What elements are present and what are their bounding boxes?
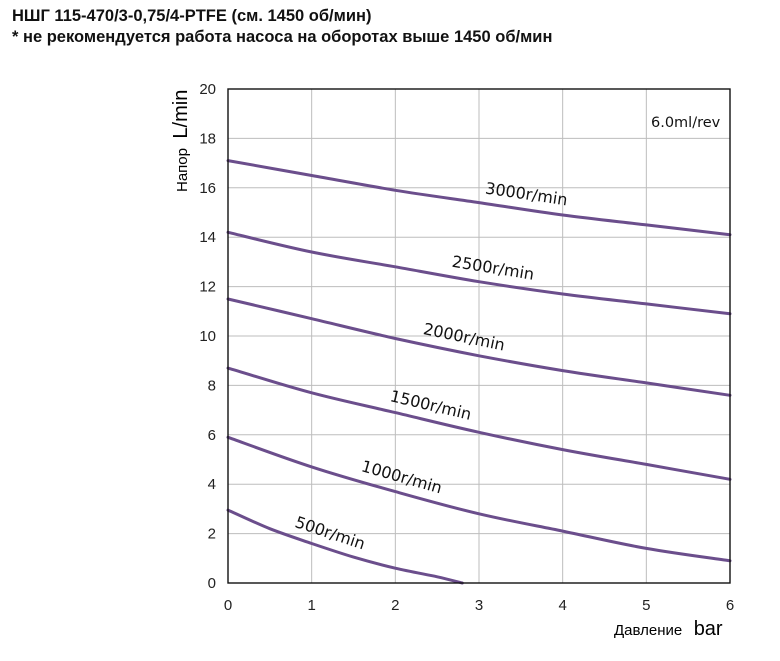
x-axis-label-unit: bar (694, 618, 723, 640)
series-line-500r-min (226, 508, 464, 585)
grid-lines (228, 89, 730, 583)
series-label: 500r/min (293, 512, 368, 553)
series-line-3000r-min (226, 159, 732, 237)
y-tick-label: 8 (208, 377, 216, 394)
y-tick-label: 18 (199, 130, 216, 147)
x-tick-label: 4 (558, 597, 566, 614)
plot-frame (227, 88, 731, 584)
series-line-1000r-min (226, 435, 732, 563)
chart-header: НШГ 115-470/3-0,75/4-PTFE (см. 1450 об/м… (12, 6, 552, 48)
x-tick-label: 1 (307, 597, 315, 614)
y-tick-label: 10 (199, 328, 216, 345)
y-axis-label-prefix: Напор (174, 148, 191, 192)
x-tick-label: 6 (726, 597, 734, 614)
x-tick-label: 5 (642, 597, 650, 614)
series-label: 2000r/min (422, 319, 507, 354)
y-tick-label: 0 (208, 575, 216, 592)
x-axis-label: Давление bar (614, 618, 723, 640)
chart-note: * не рекомендуется работа насоса на обор… (12, 28, 553, 46)
y-axis-label: Напор L/min (170, 90, 192, 192)
y-tick-label: 12 (199, 279, 216, 296)
y-tick-label: 6 (208, 427, 216, 444)
y-tick-label: 14 (199, 229, 216, 246)
y-axis-label-unit: L/min (170, 90, 192, 139)
y-tick-label: 2 (208, 526, 216, 543)
series-label: 1000r/min (359, 456, 444, 497)
x-axis-label-prefix: Давление (614, 622, 682, 639)
displacement-annotation: 6.0ml/rev (651, 115, 721, 131)
series-curves (226, 159, 732, 585)
y-tick-label: 4 (208, 476, 216, 493)
series-line-2500r-min (226, 230, 732, 316)
series-line-2000r-min (226, 297, 732, 397)
x-tick-label: 2 (391, 597, 399, 614)
y-tick-label: 20 (199, 81, 216, 98)
x-tick-label: 0 (224, 597, 232, 614)
y-tick-label: 16 (199, 180, 216, 197)
chart-title: НШГ 115-470/3-0,75/4-PTFE (см. 1450 об/м… (12, 7, 372, 25)
series-label: 1500r/min (388, 386, 473, 424)
x-tick-label: 3 (475, 597, 483, 614)
series-line-1500r-min (226, 366, 732, 481)
